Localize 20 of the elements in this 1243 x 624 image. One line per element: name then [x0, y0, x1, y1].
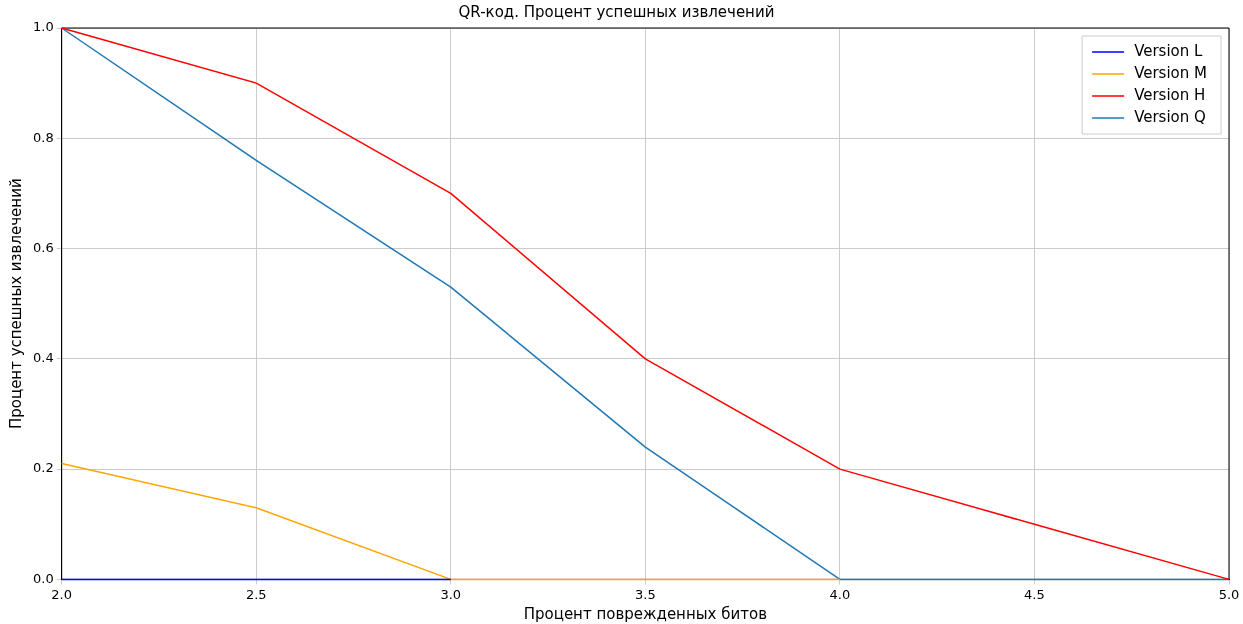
x-tick-label: 2.5: [245, 586, 267, 602]
legend-label: Version Q: [1134, 107, 1206, 126]
y-tick-label: 0.6: [32, 239, 54, 255]
x-axis-title: Процент поврежденных битов: [523, 604, 767, 623]
legend-label: Version H: [1134, 85, 1206, 104]
y-tick-label: 0.4: [32, 350, 54, 366]
y-tick-label: 0.8: [32, 129, 54, 145]
y-tick-label: 0.0: [32, 570, 54, 586]
chart-title: QR-код. Процент успешных извлечений: [458, 2, 775, 21]
y-axis-title: Процент успешных извлечений: [6, 178, 25, 430]
x-tick-label: 2.0: [51, 586, 73, 602]
x-tick-label: 3.0: [440, 586, 462, 602]
y-tick-label: 1.0: [32, 19, 54, 35]
legend-label: Version M: [1134, 63, 1208, 82]
x-tick-label: 4.0: [829, 586, 851, 602]
x-tick-label: 3.5: [634, 586, 656, 602]
y-tick-label: 0.2: [32, 460, 54, 476]
legend-label: Version L: [1134, 41, 1204, 60]
x-tick-label: 5.0: [1218, 586, 1240, 602]
x-tick-label: 4.5: [1024, 586, 1045, 602]
